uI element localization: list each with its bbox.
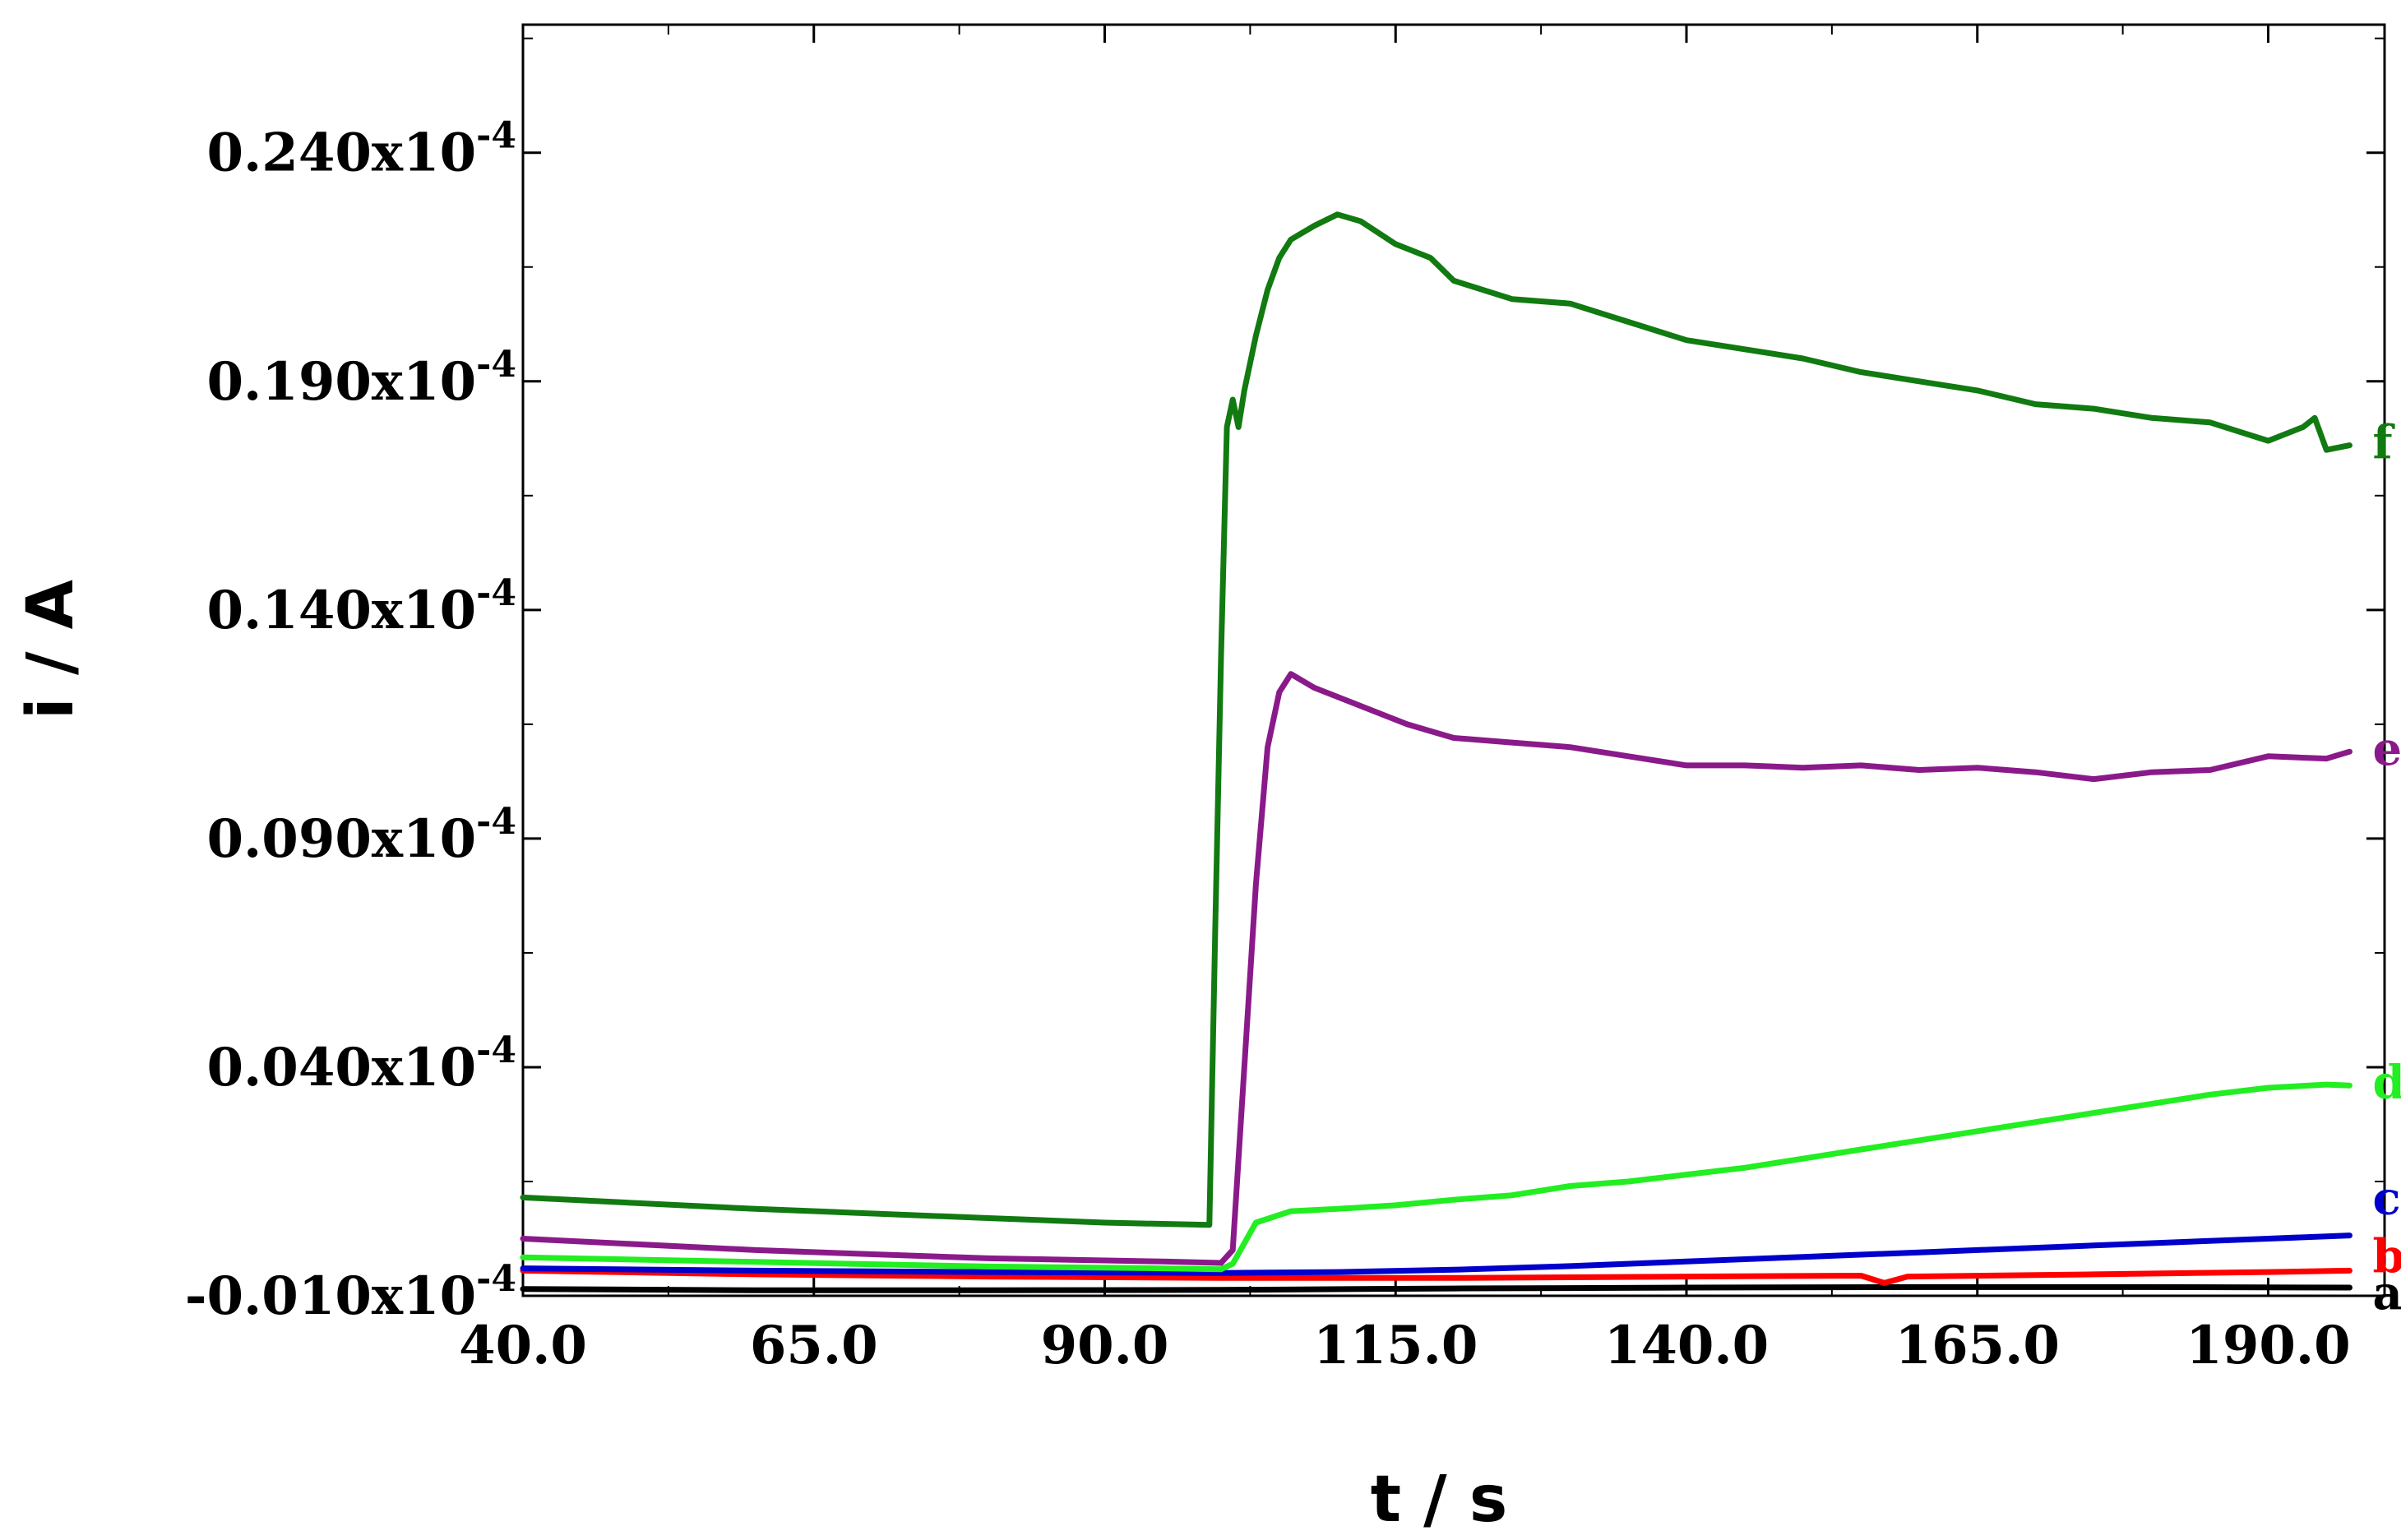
series-label-c: c <box>2373 1172 2401 1226</box>
x-tick-label: 115.0 <box>1313 1315 1478 1376</box>
series-label-e: e <box>2373 722 2401 776</box>
x-tick-label: 90.0 <box>1041 1315 1169 1376</box>
axis-ticks <box>521 25 2385 1297</box>
y-tick-label: 0.240x10-4 <box>206 115 516 184</box>
x-tick-label: 65.0 <box>750 1315 878 1376</box>
x-tick-label: 190.0 <box>2186 1315 2350 1376</box>
x-tick-label: 40.0 <box>459 1315 587 1376</box>
series-line-d <box>520 1081 2352 1273</box>
y-tick-label: 0.140x10-4 <box>206 572 516 641</box>
series-line-b <box>520 1267 2352 1286</box>
series-label-f: f <box>2373 416 2396 470</box>
y-tick-label: 0.090x10-4 <box>206 801 516 870</box>
series-lines <box>520 211 2352 1293</box>
plot-frame <box>521 23 2386 1297</box>
x-axis-title: t / s <box>1371 1463 1508 1537</box>
y-tick-label: 0.190x10-4 <box>206 344 516 413</box>
x-tick-labels: 40.0 65.0 90.0 115.0 140.0 165.0 190.0 <box>459 1315 2351 1376</box>
series-line-a <box>520 1283 2352 1293</box>
series-line-f <box>520 211 2352 1228</box>
series-line-c <box>520 1232 2352 1276</box>
y-tick-label: -0.010x10-4 <box>185 1258 516 1327</box>
y-axis-title: i / A <box>14 580 88 719</box>
series-labels: abc d e f <box>2373 416 2401 1320</box>
series-label-b: b <box>2373 1229 2401 1283</box>
x-tick-label: 165.0 <box>1895 1315 2060 1376</box>
series-label-a: a <box>2373 1266 2401 1320</box>
series-line-e <box>520 671 2352 1266</box>
y-tick-label: 0.040x10-4 <box>206 1029 516 1098</box>
y-tick-labels: -0.010x10-4 0.040x10-4 0.090x10-4 0.140x10-… <box>185 115 516 1327</box>
x-tick-label: 140.0 <box>1604 1315 1769 1376</box>
series-label-d: d <box>2373 1056 2401 1110</box>
